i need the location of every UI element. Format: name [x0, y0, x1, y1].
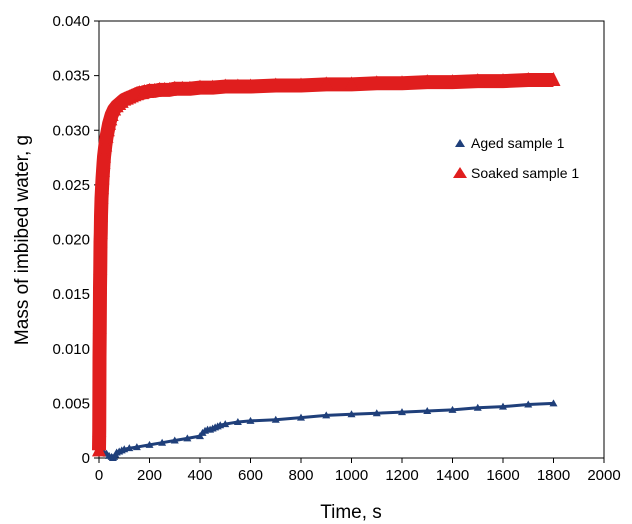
data-point: [546, 71, 561, 86]
data-point: [423, 407, 432, 415]
data-point: [347, 410, 356, 418]
data-point: [193, 79, 207, 94]
data-point: [93, 260, 108, 275]
x-axis-ticks: 0 200 400 600 800 1000 1200 1400 1600 1800 2000: [95, 458, 621, 484]
data-point: [94, 207, 109, 222]
data-point: [92, 319, 107, 334]
x-tick-label: 200: [137, 467, 162, 484]
data-point: [448, 405, 457, 413]
data-point: [233, 417, 242, 425]
x-tick-label: 800: [288, 467, 313, 484]
y-tick-label: 0.015: [52, 286, 90, 303]
x-tick-label: 600: [238, 467, 263, 484]
data-point: [221, 420, 230, 428]
x-tick-label: 400: [187, 467, 212, 484]
data-point: [97, 148, 112, 163]
data-point: [473, 403, 482, 411]
data-point: [496, 73, 510, 88]
series-soaked-sample-1: [92, 71, 561, 457]
data-point: [420, 74, 435, 89]
data-point: [297, 413, 305, 421]
x-tick-label: 1000: [335, 467, 368, 484]
data-point: [205, 79, 220, 94]
data-point: [268, 77, 283, 92]
y-tick-label: 0.005: [52, 395, 90, 412]
x-tick-label: 1200: [385, 467, 418, 484]
y-axis-ticks: 0 0.005 0.010 0.015 0.020 0.025 0.030 0.035 0.04…: [52, 13, 99, 467]
y-tick-label: 0: [82, 450, 90, 467]
x-tick-label: 1800: [537, 467, 570, 484]
data-point: [93, 279, 108, 294]
data-point: [521, 71, 536, 86]
data-point: [92, 442, 106, 457]
data-point: [398, 408, 406, 416]
data-point: [243, 78, 258, 93]
data-point: [92, 422, 107, 437]
data-point: [94, 189, 109, 204]
legend-label-aged-sample-1: Aged sample 1: [471, 135, 565, 151]
data-point: [499, 402, 507, 410]
legend-marker-soaked-sample-1: [453, 167, 467, 178]
legend-marker-aged-sample-1: [455, 139, 465, 147]
y-tick-label: 0.010: [52, 341, 90, 358]
data-point: [218, 78, 233, 93]
data-point: [549, 399, 558, 407]
data-point: [395, 75, 409, 90]
data-point: [369, 75, 384, 90]
x-axis-title: Time, s: [320, 502, 382, 523]
data-point: [183, 434, 192, 442]
data-point: [158, 438, 167, 446]
data-point: [92, 349, 107, 364]
data-point: [322, 411, 331, 419]
data-point: [372, 409, 381, 417]
data-point: [524, 400, 533, 408]
y-tick-label: 0.025: [52, 177, 90, 194]
data-point: [470, 73, 485, 88]
data-point: [230, 78, 245, 93]
legend: Aged sample 1 Soaked sample 1: [453, 135, 579, 181]
data-point: [271, 415, 280, 423]
data-point: [98, 137, 113, 152]
y-tick-label: 0.035: [52, 68, 90, 85]
data-point: [294, 77, 308, 92]
data-point: [95, 180, 110, 195]
data-point: [445, 74, 460, 89]
data-point: [344, 76, 359, 91]
series-layer: [92, 71, 561, 461]
y-axis-title: Mass of imbibed water, g: [12, 135, 33, 345]
data-point: [96, 162, 111, 177]
data-point: [246, 416, 255, 424]
data-point: [170, 436, 179, 444]
x-tick-label: 1600: [486, 467, 519, 484]
data-point: [95, 170, 110, 185]
data-point: [93, 233, 108, 248]
y-tick-label: 0.020: [52, 232, 90, 249]
series-aged-sample-1: [95, 399, 558, 461]
x-tick-label: 1400: [436, 467, 469, 484]
x-tick-label: 0: [95, 467, 103, 484]
data-point: [125, 444, 134, 452]
y-tick-label: 0.030: [52, 122, 90, 139]
x-tick-label: 2000: [587, 467, 620, 484]
legend-label-soaked-sample-1: Soaked sample 1: [471, 165, 579, 181]
data-point: [132, 443, 141, 451]
y-tick-label: 0.040: [52, 13, 90, 30]
data-point: [93, 224, 108, 239]
data-point: [145, 440, 154, 448]
data-point: [319, 76, 334, 91]
data-point: [182, 80, 197, 95]
